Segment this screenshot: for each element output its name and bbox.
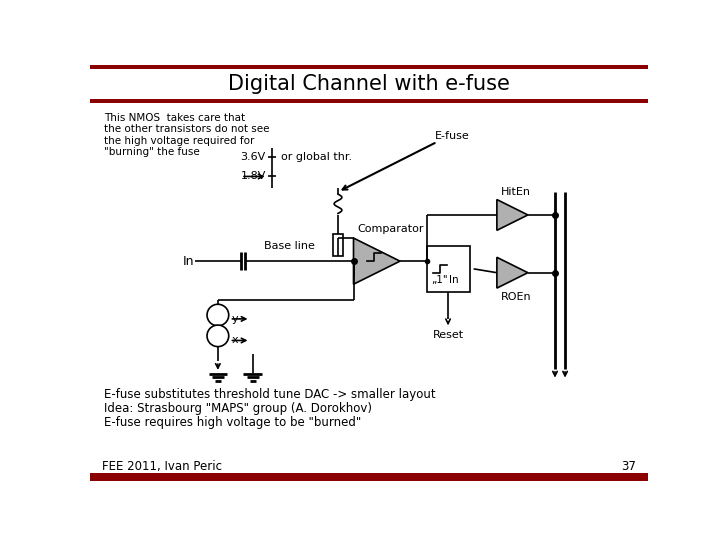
- Text: x: x: [232, 335, 238, 346]
- Text: Comparator: Comparator: [357, 224, 424, 234]
- Text: y: y: [232, 314, 238, 324]
- Polygon shape: [497, 257, 528, 288]
- Text: Digital Channel with e-fuse: Digital Channel with e-fuse: [228, 74, 510, 94]
- Text: 37: 37: [621, 460, 636, 473]
- Text: 3.6V: 3.6V: [240, 152, 266, 162]
- Text: Reset: Reset: [433, 330, 464, 340]
- Text: E-fuse requires high voltage to be "burned": E-fuse requires high voltage to be "burn…: [104, 416, 361, 429]
- Circle shape: [207, 325, 229, 347]
- Bar: [90, 65, 648, 70]
- Text: E-fuse: E-fuse: [435, 131, 469, 140]
- Text: FEE 2011, Ivan Peric: FEE 2011, Ivan Peric: [102, 460, 222, 473]
- Bar: [427, 246, 469, 292]
- Text: 1.8V: 1.8V: [240, 172, 266, 181]
- Text: or global thr.: or global thr.: [282, 152, 353, 162]
- Text: In: In: [183, 255, 194, 268]
- Text: „1": „1": [431, 275, 448, 286]
- Bar: [333, 234, 343, 256]
- Text: In: In: [449, 275, 459, 286]
- Text: This NMOS  takes care that
the other transistors do not see
the high voltage req: This NMOS takes care that the other tran…: [104, 112, 269, 157]
- Text: E-fuse substitutes threshold tune DAC -> smaller layout: E-fuse substitutes threshold tune DAC ->…: [104, 388, 436, 401]
- Text: ROEn: ROEn: [500, 292, 531, 302]
- Text: HitEn: HitEn: [500, 187, 531, 197]
- Text: Idea: Strasbourg "MAPS" group (A. Dorokhov): Idea: Strasbourg "MAPS" group (A. Dorokh…: [104, 402, 372, 415]
- Bar: [90, 473, 648, 481]
- Circle shape: [207, 304, 229, 326]
- Polygon shape: [497, 200, 528, 231]
- Bar: [90, 99, 648, 103]
- Text: Base line: Base line: [264, 241, 315, 251]
- Polygon shape: [354, 238, 400, 284]
- Bar: [90, 65, 648, 103]
